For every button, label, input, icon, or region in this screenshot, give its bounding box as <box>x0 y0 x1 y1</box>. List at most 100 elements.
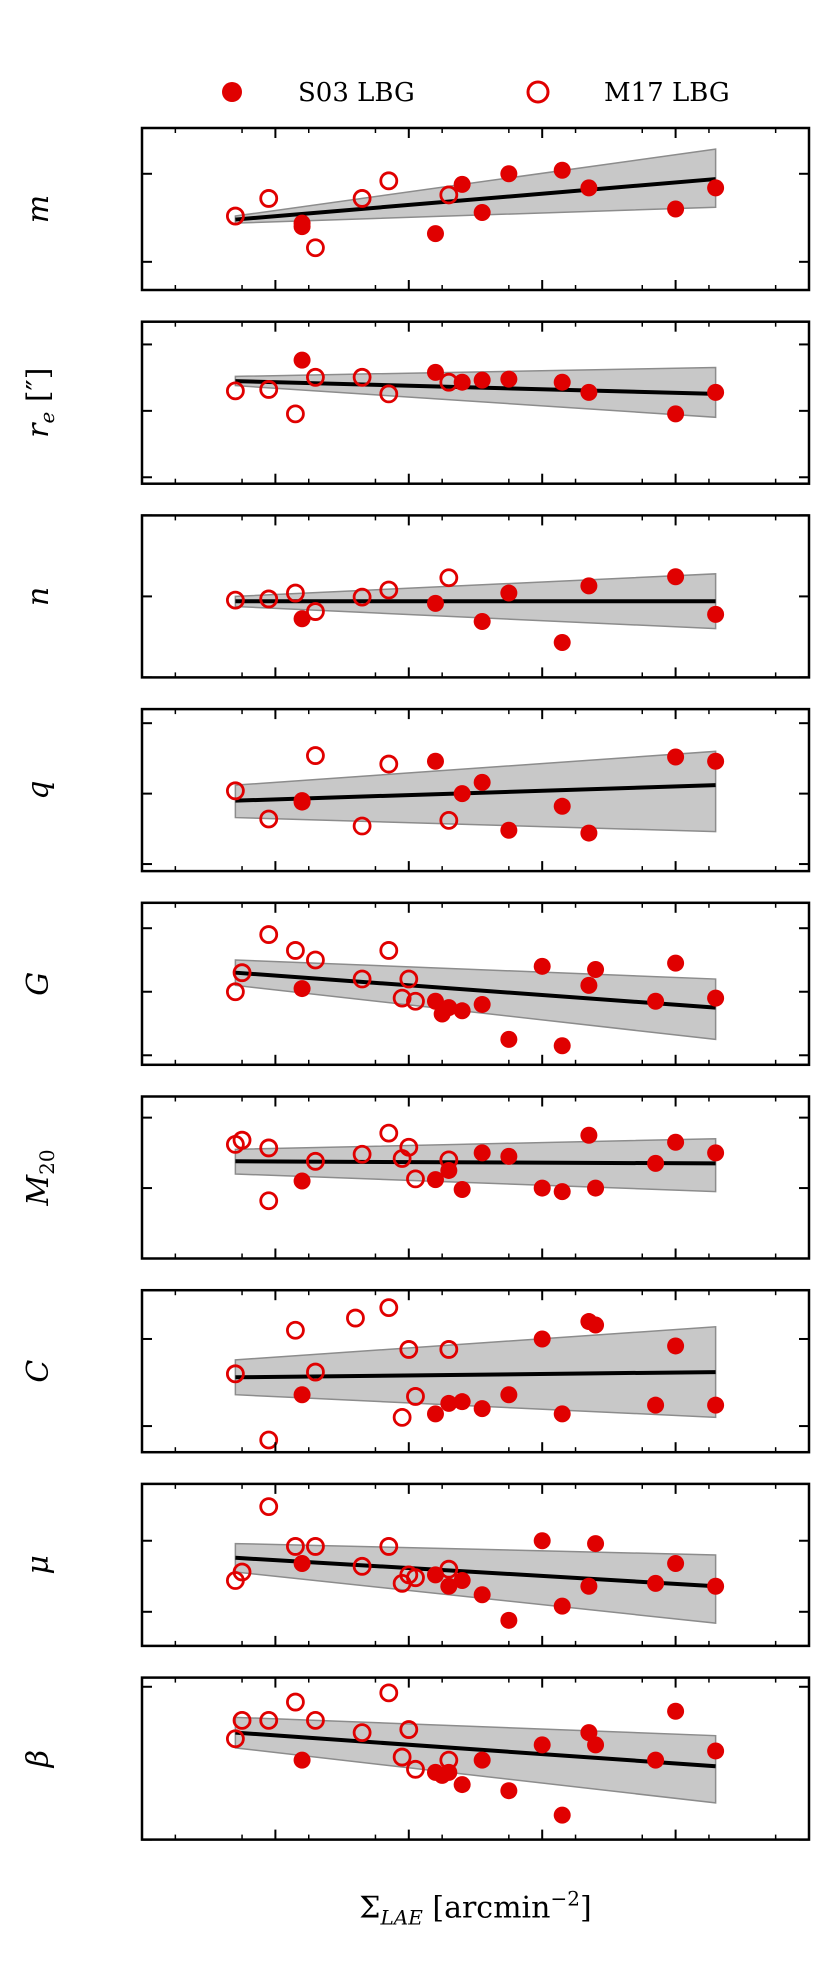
s03-point <box>533 1330 551 1348</box>
s03-point <box>707 989 725 1007</box>
m17-point <box>306 1362 325 1382</box>
s03-point <box>473 1586 491 1604</box>
y-axis-title: β <box>21 1750 56 1768</box>
s03-point <box>667 1702 685 1720</box>
m17-point <box>399 1137 419 1157</box>
m17-point <box>379 384 399 404</box>
panel-frame <box>140 1095 811 1260</box>
m17-point <box>225 206 245 226</box>
m17-point <box>439 372 459 392</box>
s03-point <box>553 373 571 391</box>
m17-point <box>439 1150 459 1170</box>
x-axis-title: ΣLAE [arcmin−2] <box>359 1887 591 1930</box>
s03-point <box>587 1535 605 1553</box>
s03-point <box>647 992 665 1010</box>
m17-point <box>259 380 279 399</box>
s03-point <box>293 980 311 998</box>
y-axis-title: G <box>21 972 56 996</box>
m17-point <box>439 810 459 830</box>
s03-point <box>647 1396 665 1414</box>
m17-point <box>286 941 305 960</box>
panel-frame <box>140 1676 811 1841</box>
m17-point <box>439 185 459 205</box>
legend-marker-m17 <box>526 80 550 104</box>
s03-point <box>587 1736 605 1754</box>
m17-point <box>392 1407 412 1427</box>
s03-point <box>473 1400 491 1418</box>
s03-point <box>647 1574 665 1592</box>
m17-point <box>379 1123 399 1143</box>
s03-point <box>453 1002 471 1020</box>
s03-point <box>707 1144 725 1162</box>
m17-point <box>379 1683 399 1703</box>
s03-point <box>553 1405 571 1423</box>
s03-point <box>293 610 311 628</box>
m17-point <box>392 988 412 1008</box>
m17-point <box>352 367 372 387</box>
m17-point <box>352 1556 372 1576</box>
s03-point <box>707 383 725 401</box>
panel-1: re [″] <box>21 320 811 485</box>
m17-point <box>306 950 325 970</box>
s03-point <box>440 999 458 1017</box>
panel-7: μ <box>21 1482 811 1648</box>
legend: S03 LBG M17 LBG <box>222 78 730 108</box>
s03-point <box>426 992 444 1010</box>
s03-point <box>500 584 518 602</box>
s03-point <box>533 957 551 975</box>
y-axis-title: μ <box>21 1555 56 1575</box>
m17-point <box>352 969 372 989</box>
s03-point <box>473 773 491 791</box>
s03-point <box>667 1133 685 1151</box>
panel-2: n <box>21 514 811 679</box>
s03-point <box>453 1572 471 1590</box>
y-axis-title: n <box>21 587 56 606</box>
s03-point <box>426 1171 444 1189</box>
s03-point <box>426 225 444 243</box>
s03-point <box>473 1144 491 1162</box>
s03-point <box>453 1776 471 1794</box>
s03-point <box>533 1736 551 1754</box>
m17-point <box>259 925 279 944</box>
m17-point <box>259 1710 279 1730</box>
panel-frame <box>140 1288 811 1454</box>
s03-point <box>553 1037 571 1055</box>
m17-point <box>286 1692 305 1712</box>
x-axis: ΣLAE [arcmin−2] <box>359 1887 591 1930</box>
m17-point <box>259 809 279 829</box>
s03-point <box>533 1179 551 1197</box>
s03-point <box>426 594 444 612</box>
m17-point <box>379 754 399 774</box>
s03-point <box>667 748 685 766</box>
s03-point <box>667 954 685 972</box>
fit-line <box>235 1159 716 1166</box>
m17-point <box>259 189 279 208</box>
m17-point <box>259 1430 279 1450</box>
s03-point <box>553 633 571 651</box>
s03-point <box>293 1554 311 1572</box>
m17-point <box>352 1144 372 1164</box>
m17-point <box>259 1191 279 1211</box>
s03-point <box>453 175 471 193</box>
s03-point <box>553 1806 571 1824</box>
m17-point <box>306 367 325 387</box>
m17-point <box>225 781 245 801</box>
m17-point <box>399 1720 419 1739</box>
y-axis-title: re [″] <box>21 368 59 438</box>
s03-point <box>553 1597 571 1615</box>
m17-point <box>225 982 245 1002</box>
s03-point <box>500 1386 518 1404</box>
s03-point <box>440 1394 458 1412</box>
s03-point <box>667 568 685 586</box>
s03-point <box>500 821 518 839</box>
s03-point <box>667 200 685 218</box>
s03-point <box>500 370 518 388</box>
s03-point <box>580 179 598 197</box>
y-axis-title: C <box>21 1360 56 1383</box>
m17-point <box>392 1747 412 1767</box>
s03-point <box>473 1751 491 1769</box>
m17-point <box>406 1169 425 1189</box>
m17-point <box>352 587 372 607</box>
s03-point <box>426 752 444 770</box>
panel-3: q <box>21 707 811 873</box>
